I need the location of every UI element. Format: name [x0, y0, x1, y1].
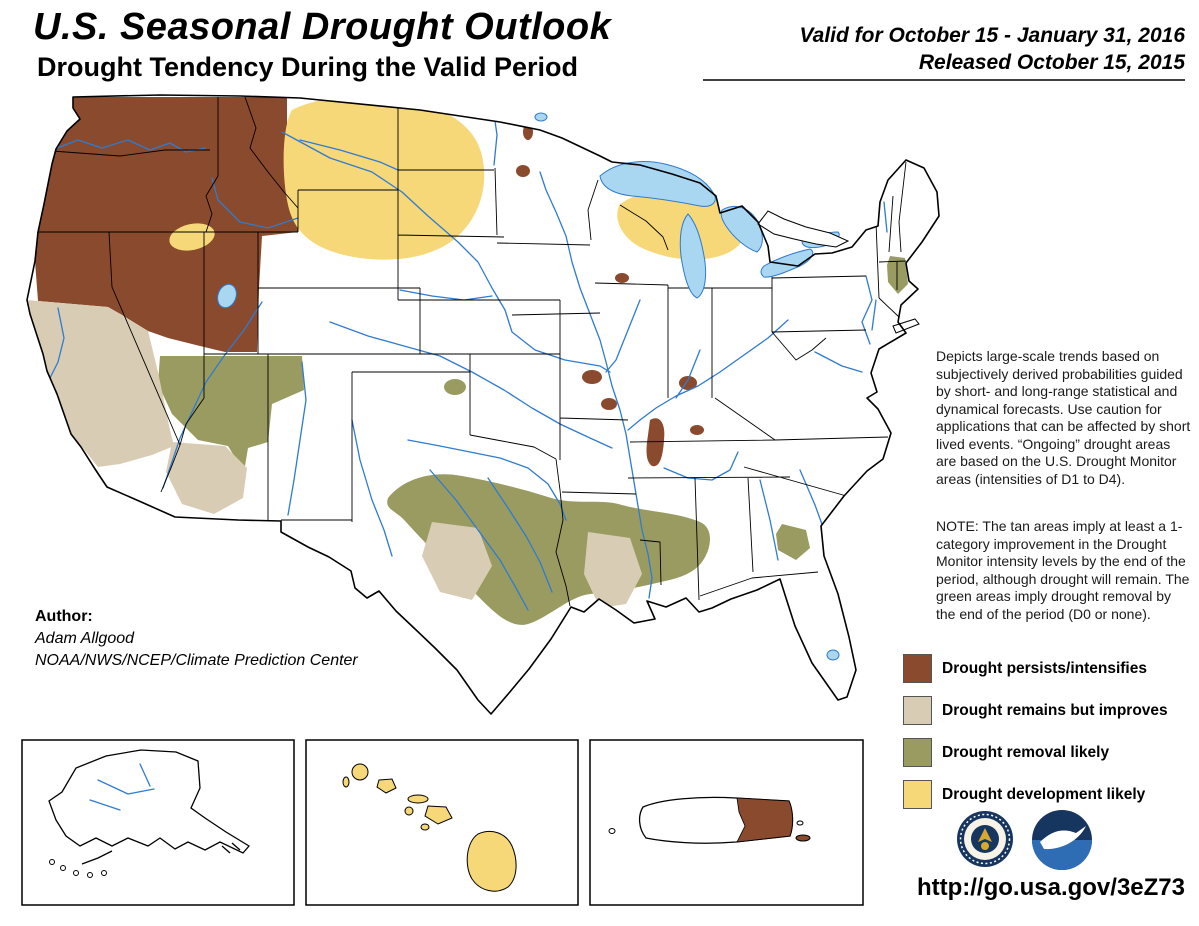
page-subtitle: Drought Tendency During the Valid Period: [37, 52, 579, 82]
canada-ontario-peninsula: [757, 210, 850, 248]
note-text: NOTE: The tan areas imply at least a 1-c…: [936, 518, 1190, 622]
region-drought-improves: [27, 300, 642, 608]
legend-swatch-persists: [903, 654, 932, 683]
author-label: Author:: [35, 608, 93, 625]
author-org: NOAA/NWS/NCEP/Climate Prediction Center: [35, 652, 358, 669]
legend-label-removal: Drought removal likely: [942, 743, 1110, 761]
author-block: Author: Adam Allgood NOAA/NWS/NCEP/Clima…: [35, 606, 358, 672]
legend-label-development: Drought development likely: [942, 785, 1146, 803]
footer-url: http://go.usa.gov/3eZ73: [916, 874, 1185, 901]
conus-map: [26, 94, 940, 715]
legend-swatch-development: [903, 780, 932, 809]
valid-period: Valid for October 15 - January 31, 2016 …: [799, 22, 1185, 76]
noaa-logo-icon: [1032, 810, 1092, 870]
legend-row: Drought removal likely: [903, 738, 1168, 767]
long-island: [892, 318, 920, 334]
author-name: Adam Allgood: [35, 630, 135, 647]
description-text: Depicts large-scale trends based on subj…: [936, 348, 1191, 487]
legend-label-improves: Drought remains but improves: [942, 701, 1168, 719]
legend-swatch-removal: [903, 738, 932, 767]
legend-row: Drought persists/intensifies: [903, 654, 1168, 683]
legend-swatch-improves: [903, 696, 932, 725]
legend-label-persists: Drought persists/intensifies: [942, 659, 1147, 677]
legend: Drought persists/intensifies Drought rem…: [903, 654, 1168, 822]
valid-period-line2: Released October 15, 2015: [918, 51, 1185, 74]
state-borders: [38, 96, 907, 607]
page-title: U.S. Seasonal Drought Outlook: [33, 6, 612, 48]
alaska-inset: [21, 739, 295, 906]
puerto-rico-inset: [589, 739, 864, 906]
hawaii-inset: [305, 739, 579, 906]
region-drought-development: [169, 96, 745, 260]
legend-row: Drought remains but improves: [903, 696, 1168, 725]
region-drought-persists-patches: [516, 124, 704, 467]
legend-row: Drought development likely: [903, 780, 1168, 809]
commerce-seal-icon: [957, 811, 1013, 867]
valid-period-line1: Valid for October 15 - January 31, 2016: [799, 24, 1185, 47]
